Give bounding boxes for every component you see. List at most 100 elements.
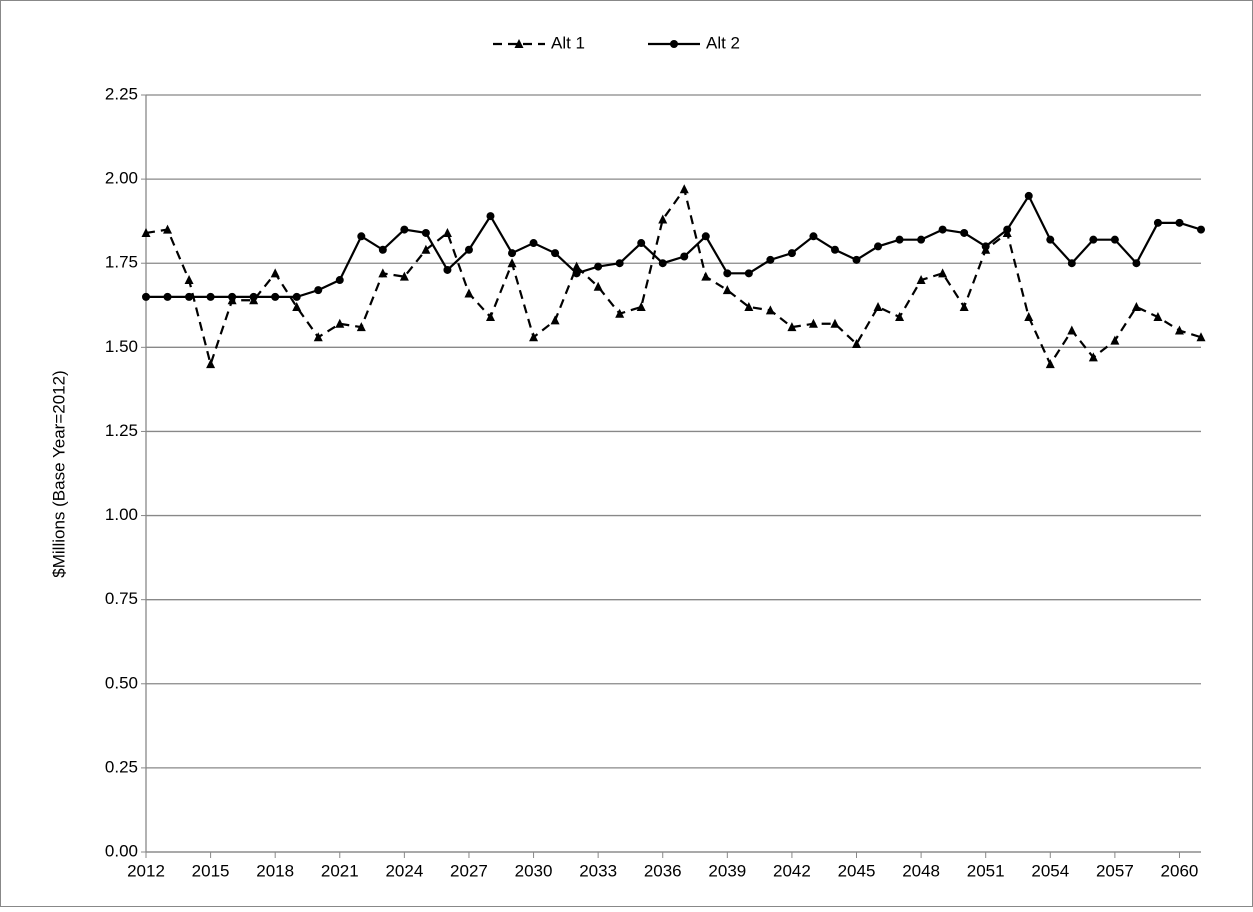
point <box>722 285 732 295</box>
point <box>529 332 539 342</box>
point <box>680 252 689 261</box>
y-tick-label: 1.50 <box>105 337 138 356</box>
point <box>400 225 409 234</box>
point <box>1175 218 1184 227</box>
point <box>1132 259 1141 268</box>
point <box>508 249 517 258</box>
point <box>271 292 280 301</box>
point <box>917 235 926 244</box>
point <box>679 184 689 194</box>
point <box>1153 218 1162 227</box>
point <box>184 275 194 285</box>
y-tick-label: 1.25 <box>105 421 138 440</box>
point <box>228 292 237 301</box>
point <box>766 255 775 264</box>
point <box>830 245 839 254</box>
legend-marker <box>670 40 678 48</box>
point <box>744 269 753 278</box>
point <box>637 239 646 248</box>
point <box>378 268 388 278</box>
x-tick-label: 2060 <box>1161 861 1199 880</box>
point <box>141 227 151 237</box>
point <box>551 249 560 258</box>
point <box>916 275 926 285</box>
x-tick-label: 2024 <box>385 861 423 880</box>
point <box>142 292 150 301</box>
x-tick-label: 2057 <box>1096 861 1134 880</box>
x-tick-label: 2015 <box>192 861 230 880</box>
point <box>486 212 495 221</box>
point <box>959 301 969 311</box>
point <box>1088 352 1098 362</box>
x-tick-label: 2021 <box>321 861 359 880</box>
point <box>529 239 538 248</box>
y-tick-label: 1.00 <box>105 505 138 524</box>
point <box>335 276 344 285</box>
point <box>960 228 969 237</box>
point <box>572 261 582 271</box>
x-tick-label: 2039 <box>708 861 746 880</box>
point <box>464 288 474 298</box>
point <box>206 359 216 369</box>
point <box>852 338 862 348</box>
y-tick-label: 0.25 <box>105 757 138 776</box>
x-tick-label: 2051 <box>967 861 1005 880</box>
point <box>895 312 905 322</box>
x-tick-label: 2042 <box>773 861 811 880</box>
x-tick-label: 2027 <box>450 861 488 880</box>
point <box>206 292 215 301</box>
point <box>701 271 711 281</box>
point <box>744 301 754 311</box>
point <box>314 286 323 295</box>
point <box>1024 312 1034 322</box>
point <box>485 312 495 322</box>
point <box>981 242 990 251</box>
point <box>938 268 948 278</box>
legend-marker <box>514 39 524 48</box>
point <box>1174 325 1184 335</box>
point <box>1153 312 1163 322</box>
point <box>830 318 840 328</box>
point <box>270 268 280 278</box>
point <box>593 281 603 291</box>
y-tick-label: 0.00 <box>105 841 138 860</box>
point <box>594 262 603 271</box>
point <box>615 308 625 318</box>
point <box>163 224 173 234</box>
y-tick-label: 1.75 <box>105 253 138 272</box>
point <box>335 318 345 328</box>
point <box>615 259 624 268</box>
y-axis-label: $Millions (Base Year=2012) <box>49 370 68 577</box>
point <box>572 269 581 278</box>
point <box>313 332 323 342</box>
y-tick-label: 2.25 <box>105 84 138 103</box>
point <box>357 232 366 241</box>
point <box>163 292 172 301</box>
point <box>399 271 409 281</box>
point <box>658 214 668 224</box>
point <box>658 259 667 268</box>
y-tick-label: 0.50 <box>105 673 138 692</box>
point <box>1089 235 1098 244</box>
point <box>507 258 517 268</box>
point <box>421 244 431 254</box>
point <box>1196 332 1206 342</box>
point <box>378 245 387 254</box>
point <box>356 322 366 332</box>
point <box>723 269 732 278</box>
x-tick-label: 2030 <box>515 861 553 880</box>
point <box>808 318 818 328</box>
x-tick-label: 2018 <box>256 861 294 880</box>
point <box>442 227 452 237</box>
point <box>765 305 775 315</box>
point <box>1045 359 1055 369</box>
point <box>1067 259 1076 268</box>
y-tick-label: 2.00 <box>105 169 138 188</box>
point <box>787 322 797 332</box>
legend-label: Alt 2 <box>706 33 740 52</box>
point <box>809 232 818 241</box>
point <box>874 242 883 251</box>
point <box>464 245 473 254</box>
